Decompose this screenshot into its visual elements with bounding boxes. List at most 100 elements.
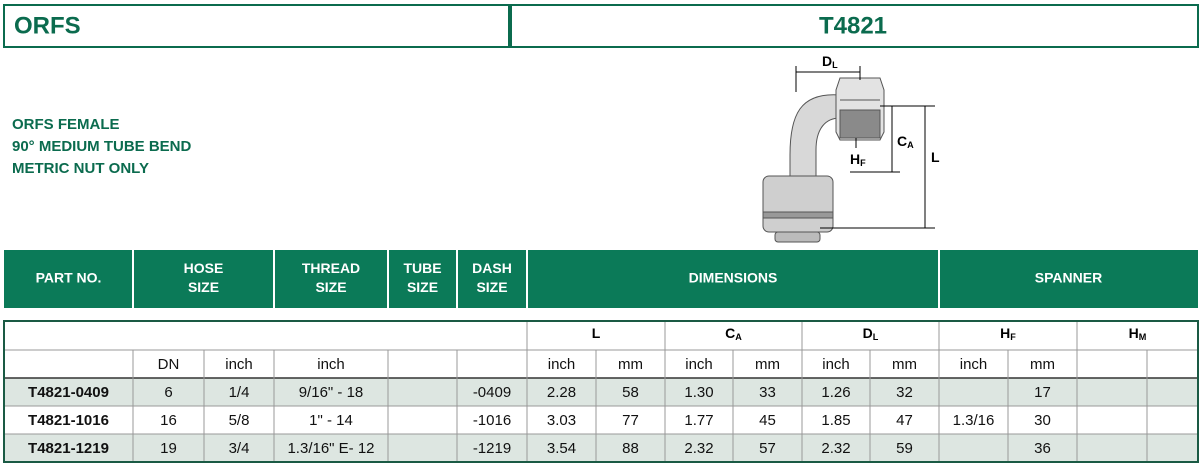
dimension-label: L <box>931 149 940 165</box>
dimension-label-main: L <box>931 149 940 165</box>
column-header: HOSE <box>184 260 224 276</box>
fitting-drawing <box>762 66 935 243</box>
cell-text: 1.85 <box>821 412 850 429</box>
dimension-label: CA <box>897 133 914 151</box>
cell-text: -0409 <box>473 384 511 401</box>
cell-text: -1219 <box>473 440 511 457</box>
cell-text: 30 <box>1034 412 1051 429</box>
row-bg <box>4 378 1198 406</box>
cell-text: 36 <box>1034 440 1051 457</box>
cell-text: 2.28 <box>547 384 576 401</box>
column-header: SIZE <box>476 279 507 295</box>
dimension-label-main: D <box>822 53 832 69</box>
cell-text: mm <box>755 356 780 373</box>
group-header: L <box>592 325 601 341</box>
cell-text: mm <box>1030 356 1055 373</box>
cell-text: inch <box>685 356 713 373</box>
cell-text: 1.30 <box>684 384 713 401</box>
cell-text: 5/8 <box>229 412 250 429</box>
group-header: DL <box>863 325 879 343</box>
dimension-label-sub: F <box>860 159 866 169</box>
cell-text: 59 <box>896 440 913 457</box>
cell-text: 57 <box>759 440 776 457</box>
cell-text: 1/4 <box>229 384 250 401</box>
dimension-label-sub: L <box>832 61 838 71</box>
column-header: SIZE <box>188 279 219 295</box>
column-header: SPANNER <box>1035 270 1102 286</box>
cell-text: 88 <box>622 440 639 457</box>
header-box <box>3 4 510 48</box>
dimension-label: HF <box>850 151 866 169</box>
cell-text: 1.3/16" E- 12 <box>287 440 374 457</box>
cell-text: inch <box>960 356 988 373</box>
part-number: T4821-1016 <box>28 412 109 429</box>
column-header: SIZE <box>315 279 346 295</box>
part-number: T4821-1219 <box>28 440 109 457</box>
cell-text: inch <box>225 356 253 373</box>
description-line: METRIC NUT ONLY <box>12 160 149 177</box>
cell-text: 45 <box>759 412 776 429</box>
cell-text: DN <box>158 356 180 373</box>
cell-text: 47 <box>896 412 913 429</box>
row-bg <box>4 406 1198 434</box>
cell-text: 1" - 14 <box>309 412 353 429</box>
cell-text: 2.32 <box>684 440 713 457</box>
cell-text: 3.03 <box>547 412 576 429</box>
description-line: 90° MEDIUM TUBE BEND <box>12 138 192 155</box>
cell-text: mm <box>892 356 917 373</box>
group-header: HM <box>1129 325 1147 343</box>
group-header-main: H <box>1000 325 1010 341</box>
dimension-label: DL <box>822 53 838 71</box>
row-bg <box>4 434 1198 462</box>
group-header: CA <box>725 325 742 343</box>
cell-text: 1.26 <box>821 384 850 401</box>
column-header: DIMENSIONS <box>689 270 778 286</box>
cell-text: inch <box>317 356 345 373</box>
column-header: PART NO. <box>36 270 102 286</box>
dimension-label-main: C <box>897 133 907 149</box>
group-header-main: H <box>1129 325 1139 341</box>
cell-text: 9/16" - 18 <box>299 384 364 401</box>
header-box <box>510 4 1199 48</box>
cell-text: 6 <box>164 384 172 401</box>
cell-text: 58 <box>622 384 639 401</box>
column-header: DASH <box>472 260 512 276</box>
part-number: T4821-0409 <box>28 384 109 401</box>
column-header: THREAD <box>302 260 360 276</box>
cell-text: inch <box>822 356 850 373</box>
cell-text: 16 <box>160 412 177 429</box>
cell-text: -1016 <box>473 412 511 429</box>
header-left: ORFS <box>14 12 81 39</box>
cell-text: 17 <box>1034 384 1051 401</box>
cell-text: 33 <box>759 384 776 401</box>
cell-text: inch <box>548 356 576 373</box>
group-header-sub: A <box>735 333 742 343</box>
group-header-main: C <box>725 325 735 341</box>
cell-text: 1.3/16 <box>953 412 995 429</box>
group-header-sub: M <box>1139 333 1147 343</box>
group-header-main: L <box>592 325 601 341</box>
description-line: ORFS FEMALE <box>12 116 120 133</box>
row-bg <box>4 350 1198 378</box>
column-header: SIZE <box>407 279 438 295</box>
dimension-label-sub: A <box>907 141 914 151</box>
column-header: TUBE <box>403 260 441 276</box>
group-header-sub: F <box>1010 333 1016 343</box>
cell-text: 32 <box>896 384 913 401</box>
group-header: HF <box>1000 325 1016 343</box>
cell-text: 3/4 <box>229 440 250 457</box>
header-right: T4821 <box>819 12 887 39</box>
row-bg <box>4 321 1198 350</box>
cell-text: 2.32 <box>821 440 850 457</box>
header-band <box>4 250 1198 308</box>
cell-text: 1.77 <box>684 412 713 429</box>
cell-text: 3.54 <box>547 440 576 457</box>
cell-text: 77 <box>622 412 639 429</box>
group-header-sub: L <box>873 333 879 343</box>
cell-text: mm <box>618 356 643 373</box>
dimension-label-main: H <box>850 151 860 167</box>
table-border <box>3 320 1199 463</box>
cell-text: 19 <box>160 440 177 457</box>
